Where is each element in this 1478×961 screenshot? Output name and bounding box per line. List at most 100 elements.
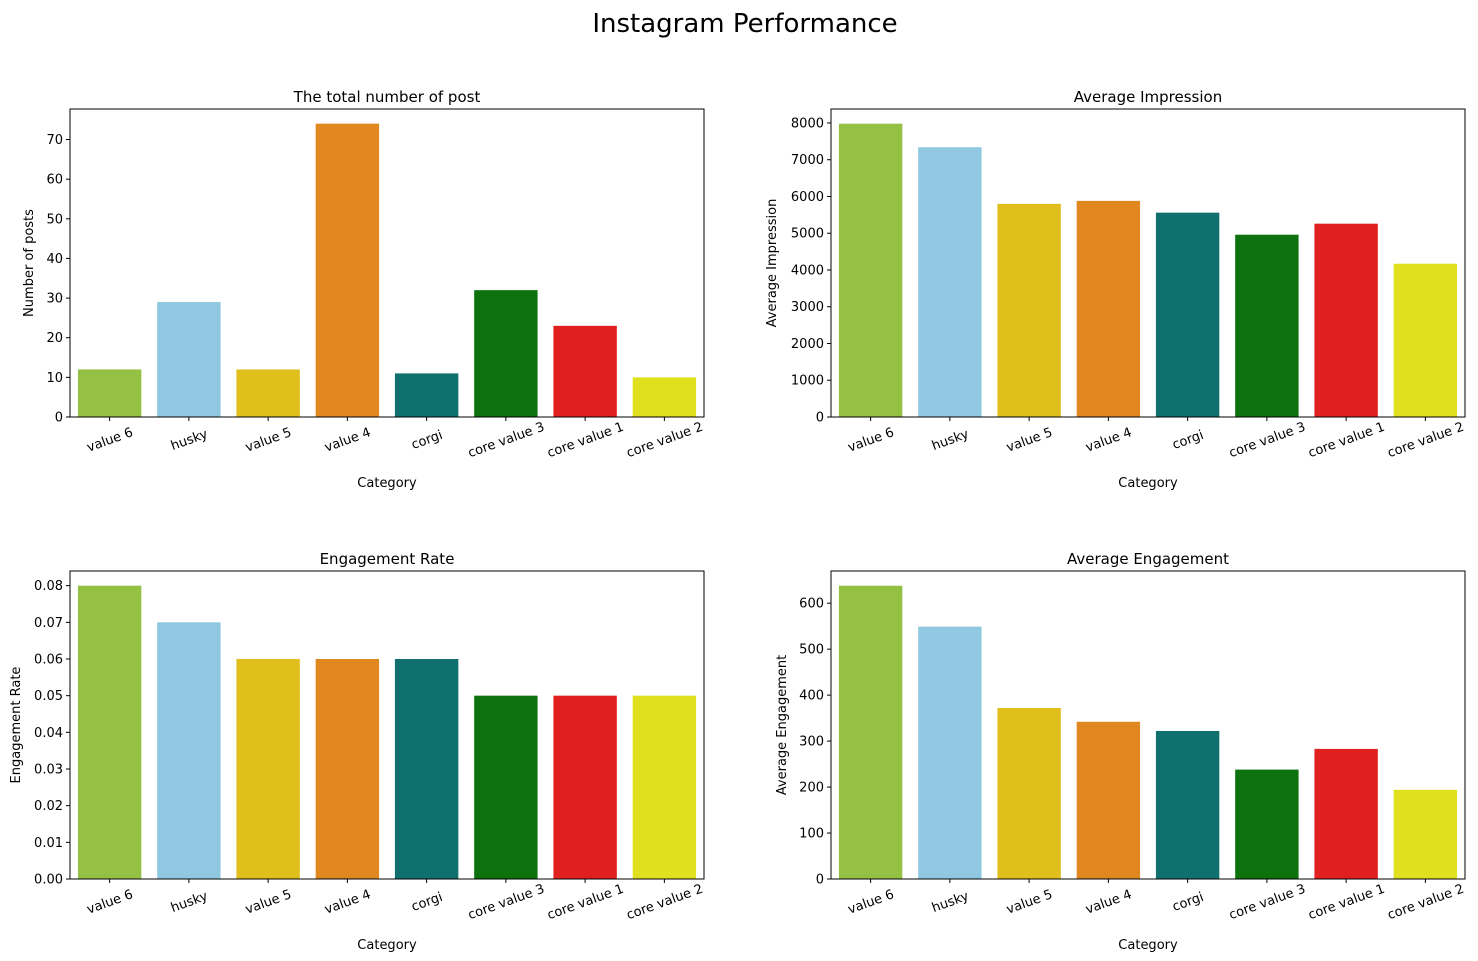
bar-value-4 bbox=[315, 659, 380, 879]
y-tick-label: 40 bbox=[46, 252, 63, 267]
bar-value-4 bbox=[315, 123, 380, 418]
bar-core-value-3 bbox=[1235, 769, 1299, 879]
y-tick-label: 0.04 bbox=[34, 726, 63, 741]
y-axis-label: Engagement Rate bbox=[9, 667, 24, 784]
x-axis-label: Category bbox=[357, 938, 417, 953]
bar-husky bbox=[918, 147, 982, 417]
x-tick-label: value 5 bbox=[1005, 425, 1055, 455]
x-tick-label: core value 2 bbox=[1386, 882, 1466, 924]
axes-frame bbox=[69, 108, 705, 418]
y-tick-label: 300 bbox=[799, 735, 824, 750]
subplot-title: The total number of post bbox=[293, 88, 481, 106]
y-tick-label: 0.05 bbox=[34, 689, 63, 704]
y-axis-label: Average Engagement bbox=[775, 655, 790, 795]
x-tick-label: value 4 bbox=[1084, 887, 1134, 917]
subplots: 0 10 20 30 40 50 60 70 value 6 husky value 5 value … bbox=[9, 88, 1466, 953]
y-tick-label: 6000 bbox=[791, 190, 824, 205]
x-tick-label: husky bbox=[930, 427, 971, 454]
bar-core-value-1 bbox=[1314, 748, 1378, 879]
y-tick-label: 100 bbox=[799, 827, 824, 842]
bar-core-value-1 bbox=[553, 325, 617, 417]
bar-core-value-2 bbox=[632, 377, 697, 417]
bar-value-5 bbox=[236, 659, 300, 879]
x-tick-label: value 6 bbox=[85, 887, 135, 917]
x-tick-label: corgi bbox=[1170, 428, 1205, 453]
y-tick-label: 0.00 bbox=[34, 873, 63, 888]
y-tick-label: 60 bbox=[46, 173, 63, 188]
y-tick-label: 30 bbox=[46, 292, 63, 307]
bar-value-5 bbox=[236, 369, 300, 417]
y-tick-label: 0.02 bbox=[34, 799, 63, 814]
y-tick-label: 20 bbox=[46, 331, 63, 346]
bar-value-6 bbox=[838, 585, 903, 879]
x-tick-label: core value 3 bbox=[466, 882, 546, 924]
y-tick-label: 3000 bbox=[791, 300, 824, 315]
axes-frame bbox=[830, 108, 1466, 418]
axes-frame bbox=[69, 570, 705, 880]
y-tick-label: 5000 bbox=[791, 227, 824, 242]
y-tick-label: 2000 bbox=[791, 337, 824, 352]
subplot-title: Average Impression bbox=[1074, 88, 1222, 106]
bar-corgi bbox=[394, 373, 459, 417]
bar-core-value-3 bbox=[474, 695, 538, 879]
y-tick-label: 4000 bbox=[791, 263, 824, 278]
y-tick-label: 0.01 bbox=[34, 836, 63, 851]
y-tick-label: 8000 bbox=[791, 116, 824, 131]
y-tick-label: 400 bbox=[799, 689, 824, 704]
y-tick-label: 0.03 bbox=[34, 763, 63, 778]
x-axis-label: Category bbox=[1118, 938, 1178, 953]
bar-value-6 bbox=[838, 123, 903, 418]
x-tick-label: husky bbox=[930, 889, 971, 916]
x-tick-label: core value 3 bbox=[466, 420, 546, 462]
y-tick-label: 500 bbox=[799, 643, 824, 658]
x-tick-label: corgi bbox=[409, 890, 444, 915]
x-tick-label: core value 2 bbox=[625, 420, 705, 462]
y-axis-label: Average Impression bbox=[765, 199, 780, 328]
bar-value-6 bbox=[77, 585, 142, 879]
x-tick-label: husky bbox=[169, 889, 210, 916]
bar-core-value-1 bbox=[1314, 223, 1378, 417]
bar-core-value-1 bbox=[553, 695, 617, 879]
bar-core-value-2 bbox=[1393, 789, 1458, 879]
y-tick-label: 50 bbox=[46, 212, 63, 227]
x-tick-label: value 4 bbox=[323, 425, 373, 455]
x-tick-label: core value 2 bbox=[1386, 420, 1466, 462]
bar-husky bbox=[918, 626, 982, 879]
x-tick-label: value 4 bbox=[323, 887, 373, 917]
bar-core-value-2 bbox=[1393, 263, 1458, 417]
y-tick-label: 600 bbox=[799, 597, 824, 612]
x-tick-label: core value 3 bbox=[1227, 420, 1307, 462]
x-tick-label: value 5 bbox=[1005, 887, 1055, 917]
subplot-3: 0.00 0.01 0.02 0.03 0.04 0.05 0.06 0.07 0.08 valu… bbox=[9, 550, 705, 953]
x-tick-label: corgi bbox=[1170, 890, 1205, 915]
bar-value-6 bbox=[77, 369, 142, 417]
y-tick-label: 200 bbox=[799, 781, 824, 796]
bar-corgi bbox=[1155, 730, 1220, 879]
x-tick-label: value 5 bbox=[244, 425, 294, 455]
subplot-1: 0 10 20 30 40 50 60 70 value 6 husky value 5 value … bbox=[22, 88, 705, 491]
subplot-title: Average Engagement bbox=[1067, 550, 1229, 568]
y-tick-label: 10 bbox=[46, 371, 63, 386]
y-tick-label: 0 bbox=[816, 411, 824, 426]
x-tick-label: value 6 bbox=[85, 425, 135, 455]
y-tick-label: 7000 bbox=[791, 153, 824, 168]
y-tick-label: 0 bbox=[55, 411, 63, 426]
axes-frame bbox=[830, 570, 1466, 880]
y-tick-label: 1000 bbox=[791, 374, 824, 389]
x-axis-label: Category bbox=[357, 476, 417, 491]
bar-corgi bbox=[1155, 212, 1220, 417]
x-tick-label: core value 1 bbox=[545, 882, 625, 924]
x-tick-label: core value 1 bbox=[1306, 882, 1386, 924]
bar-core-value-2 bbox=[632, 695, 697, 879]
x-tick-label: core value 3 bbox=[1227, 882, 1307, 924]
x-tick-label: husky bbox=[169, 427, 210, 454]
x-tick-label: value 6 bbox=[846, 425, 896, 455]
x-axis-label: Category bbox=[1118, 476, 1178, 491]
y-tick-label: 0 bbox=[816, 873, 824, 888]
bar-value-4 bbox=[1076, 721, 1141, 879]
subplot-4: 0 100 200 300 400 500 600 value 6 husky value 5 va… bbox=[775, 550, 1466, 953]
bar-core-value-3 bbox=[1235, 234, 1299, 417]
y-tick-label: 0.07 bbox=[34, 616, 63, 631]
y-tick-label: 0.08 bbox=[34, 579, 63, 594]
